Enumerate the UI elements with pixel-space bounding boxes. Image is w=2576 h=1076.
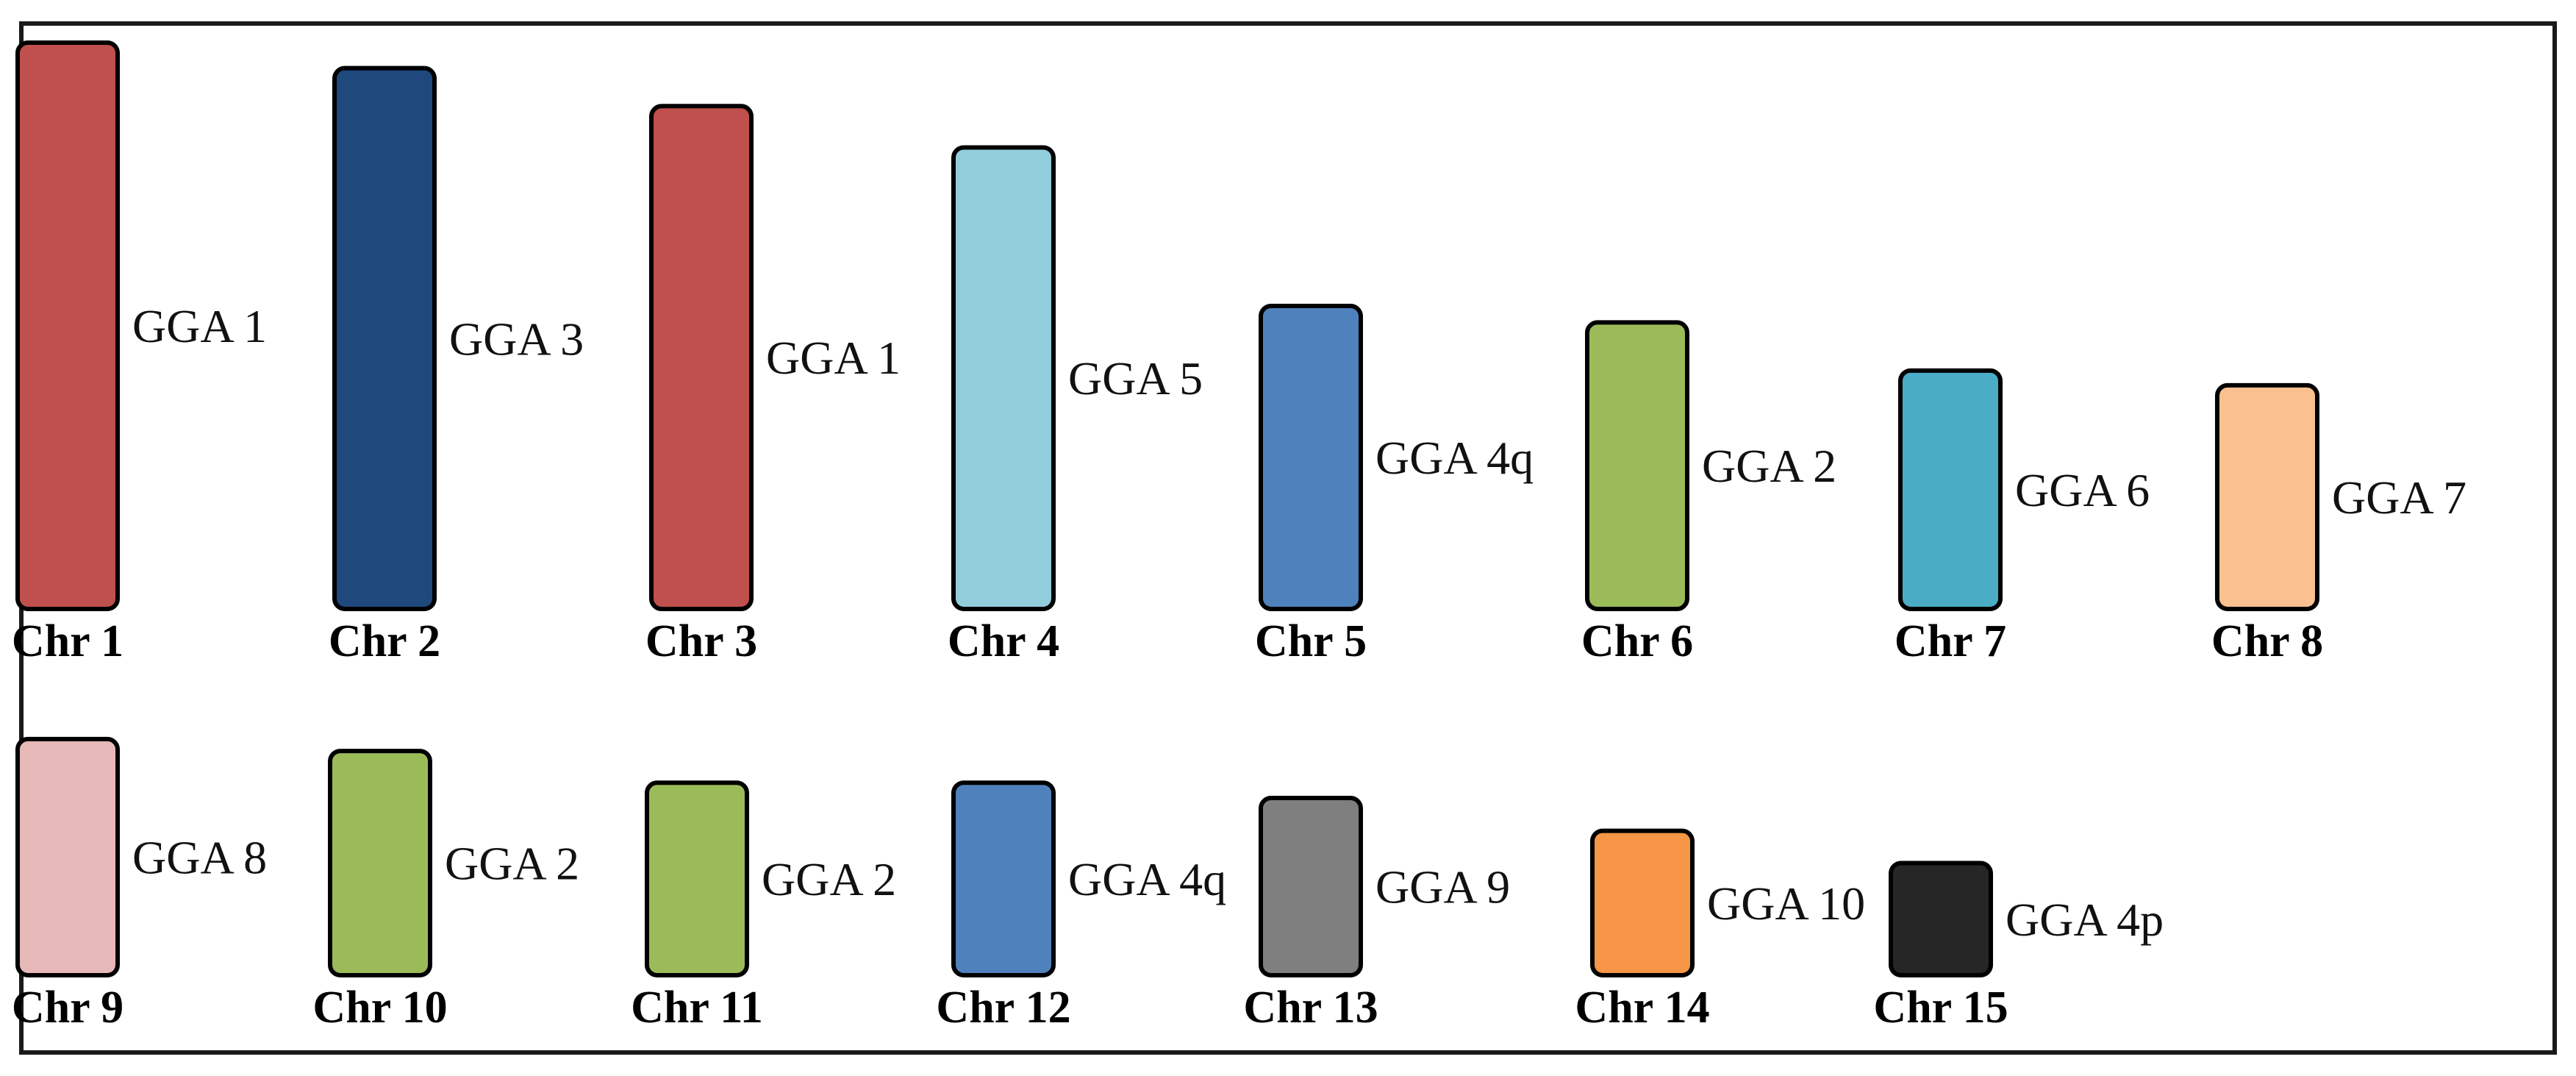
chromosome-label: Chr 12 — [936, 983, 1070, 1033]
chromosome-label: Chr 1 — [12, 616, 124, 666]
chromosome-label: Chr 13 — [1243, 983, 1378, 1033]
chromosome-label: Chr 15 — [1873, 983, 2008, 1033]
chromosome-label: Chr 10 — [312, 983, 447, 1033]
chromosome-bar — [951, 780, 1056, 977]
chromosome-bar — [15, 40, 120, 611]
chromosome-5: Chr 5 GGA 4q — [1255, 304, 1534, 666]
chromosome-bar — [649, 104, 754, 612]
chromosome-11: Chr 11 GGA 2 — [631, 780, 896, 1033]
homolog-label: GGA 1 — [132, 300, 267, 352]
chromosome-bar — [1259, 304, 1363, 611]
chromosome-3: Chr 3 GGA 1 — [645, 104, 901, 666]
homolog-label: GGA 9 — [1375, 861, 1510, 913]
chromosome-label: Chr 8 — [2211, 616, 2323, 666]
chromosome-10: Chr 10 GGA 2 — [312, 749, 579, 1033]
homolog-label: GGA 1 — [766, 332, 901, 384]
chromosome-label: Chr 14 — [1575, 983, 1709, 1033]
chromosome-bar — [332, 65, 437, 611]
chromosome-label: Chr 9 — [12, 983, 124, 1033]
chromosome-8: Chr 8 GGA 7 — [2211, 382, 2466, 666]
chromosome-bar — [1898, 368, 2003, 611]
chromosome-7: Chr 7 GGA 6 — [1895, 368, 2150, 666]
chromosome-bar — [645, 780, 749, 977]
homolog-label: GGA 3 — [449, 313, 584, 365]
chromosome-12: Chr 12 GGA 4q — [936, 780, 1226, 1033]
homolog-label: GGA 4p — [2006, 894, 2164, 946]
chromosome-1: Chr 1 GGA 1 — [12, 40, 267, 666]
homolog-label: GGA 2 — [1702, 440, 1836, 492]
homolog-label: GGA 7 — [2332, 471, 2466, 524]
chromosome-6: Chr 6 GGA 2 — [1581, 320, 1836, 666]
chromosome-bar — [1585, 320, 1689, 611]
chromosome-9: Chr 9 GGA 8 — [12, 736, 267, 1033]
chromosome-bar — [15, 736, 120, 977]
homolog-label: GGA 2 — [762, 853, 896, 905]
chromosome-15: Chr 15 GGA 4p — [1873, 861, 2164, 1033]
chromosome-2: Chr 2 GGA 3 — [329, 65, 584, 666]
chromosome-label: Chr 5 — [1255, 616, 1367, 666]
chromosome-bar — [2215, 382, 2319, 611]
homolog-label: GGA 4q — [1375, 432, 1534, 484]
chromosome-label: Chr 11 — [631, 983, 763, 1033]
homolog-label: GGA 8 — [132, 831, 267, 883]
chromosome-4: Chr 4 GGA 5 — [948, 145, 1203, 666]
chromosome-13: Chr 13 GGA 9 — [1243, 795, 1510, 1033]
homolog-label: GGA 6 — [2015, 464, 2150, 516]
chromosome-label: Chr 7 — [1895, 616, 2006, 666]
homolog-label: GGA 4q — [1068, 853, 1226, 905]
homolog-label: GGA 5 — [1068, 352, 1203, 405]
chromosome-bar — [1590, 828, 1695, 978]
homolog-label: GGA 10 — [1707, 877, 1865, 930]
chromosome-bar — [951, 145, 1056, 611]
chromosome-bar — [328, 749, 432, 978]
chromosome-14: Chr 14 GGA 10 — [1575, 828, 1865, 1033]
chromosome-label: Chr 3 — [645, 616, 757, 666]
chromosome-label: Chr 6 — [1581, 616, 1693, 666]
chromosome-label: Chr 2 — [329, 616, 440, 666]
chromosome-label: Chr 4 — [948, 616, 1059, 666]
chromosome-bar — [1259, 795, 1363, 977]
chromosome-bar — [1889, 861, 1993, 978]
homolog-label: GGA 2 — [445, 838, 579, 890]
